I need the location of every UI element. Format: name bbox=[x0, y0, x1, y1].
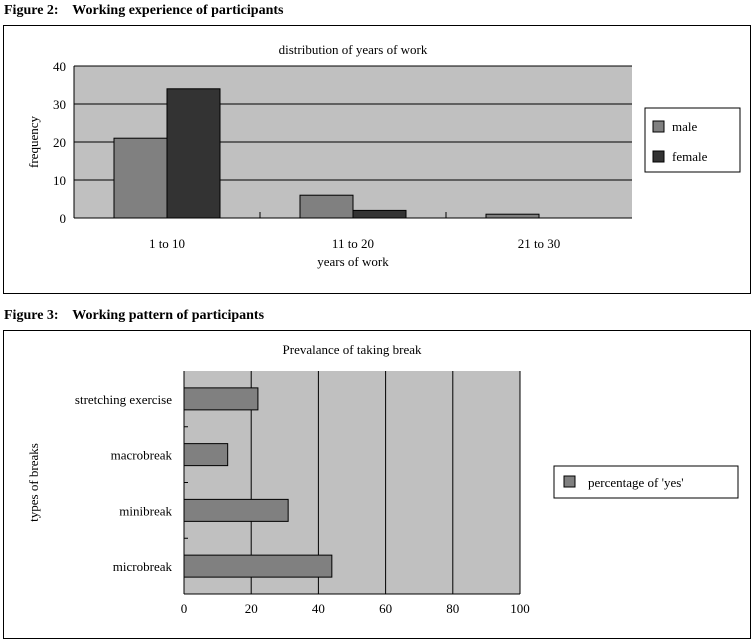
bar-female bbox=[166, 88, 221, 219]
legend-swatch-male bbox=[652, 120, 665, 133]
legend-swatch-female bbox=[652, 150, 665, 163]
legend-label-male: male bbox=[672, 119, 697, 134]
years-of-work-chart: 0 10 20 30 40 1 to 10 11 to 20 21 to 30 distribu… bbox=[26, 42, 741, 269]
y-tick-label: stretching exercise bbox=[75, 392, 172, 407]
y-tick-label: 20 bbox=[53, 135, 66, 150]
y-tick-label: minibreak bbox=[119, 503, 172, 518]
y-axis-title: frequency bbox=[26, 116, 41, 168]
x-tick-label: 80 bbox=[446, 601, 459, 616]
legend: male female bbox=[644, 107, 741, 173]
figure-2-caption: Figure 2: Working experience of particip… bbox=[4, 3, 284, 18]
y-tick-label: 40 bbox=[53, 59, 66, 74]
x-axis-title: years of work bbox=[317, 254, 389, 269]
x-tick-label: 60 bbox=[379, 601, 392, 616]
chart-title: distribution of years of work bbox=[279, 42, 428, 57]
x-tick-label: 1 to 10 bbox=[149, 236, 185, 251]
y-tick-label: microbreak bbox=[113, 559, 173, 574]
legend-label-female: female bbox=[672, 149, 708, 164]
legend-swatch bbox=[563, 475, 576, 488]
y-tick-label: 0 bbox=[60, 211, 67, 226]
figure-3-caption: Figure 3: Working pattern of participant… bbox=[4, 308, 265, 323]
x-tick-label: 40 bbox=[312, 601, 325, 616]
bar-female bbox=[352, 209, 407, 219]
bar-male bbox=[113, 137, 168, 219]
y-tick-label: macrobreak bbox=[111, 448, 173, 463]
bar-macrobreak bbox=[183, 443, 229, 467]
legend: percentage of 'yes' bbox=[553, 465, 739, 499]
figure-2-frame: 0 10 20 30 40 1 to 10 11 to 20 21 to 30 distribu… bbox=[3, 25, 751, 294]
bar-stretching-exercise bbox=[183, 387, 259, 411]
figure-3-frame: 0 20 40 60 80 100 stretching exercise macrobrea… bbox=[3, 330, 751, 639]
legend-label: percentage of 'yes' bbox=[588, 475, 684, 490]
y-axis-title: types of breaks bbox=[26, 443, 41, 522]
y-tick-label: 30 bbox=[53, 97, 66, 112]
legend-box bbox=[553, 465, 739, 499]
x-tick-label: 21 to 30 bbox=[518, 236, 561, 251]
bar-minibreak bbox=[183, 498, 289, 522]
bar-male bbox=[485, 213, 540, 219]
x-tick-label: 100 bbox=[510, 601, 530, 616]
bar-microbreak bbox=[183, 554, 333, 578]
x-tick-label: 20 bbox=[245, 601, 258, 616]
x-tick-label: 0 bbox=[181, 601, 188, 616]
y-tick-label: 10 bbox=[53, 173, 66, 188]
bar-male bbox=[299, 194, 354, 219]
x-tick-label: 11 to 20 bbox=[332, 236, 374, 251]
breaks-prevalence-chart: 0 20 40 60 80 100 stretching exercise macrobrea… bbox=[26, 342, 739, 616]
chart-title: Prevalance of taking break bbox=[283, 342, 422, 357]
